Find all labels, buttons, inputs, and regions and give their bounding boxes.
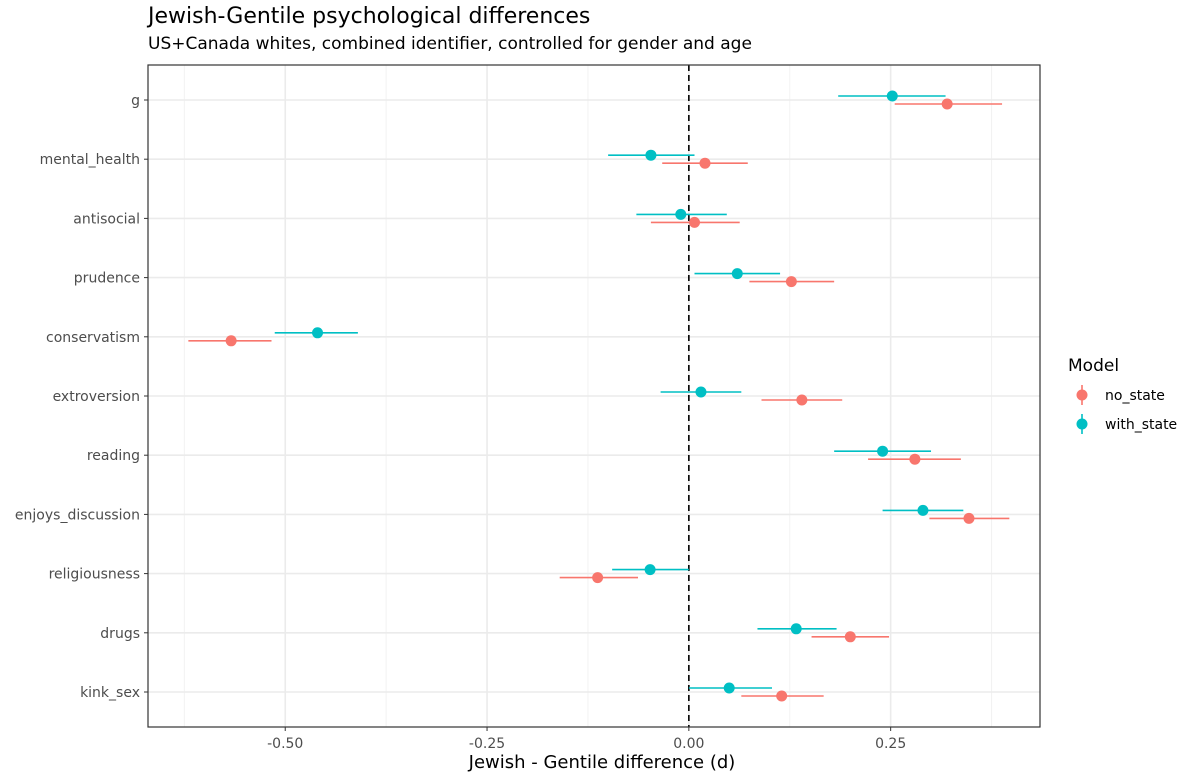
y-tick-label-drugs: drugs: [100, 626, 140, 642]
chart-title: Jewish-Gentile psychological differences: [148, 4, 591, 29]
x-tick-label: 0.00: [673, 736, 704, 752]
point-with_state-g: [886, 90, 898, 102]
y-tick-label-kink_sex: kink_sex: [80, 685, 140, 701]
point-no_state-religiousness: [592, 572, 604, 584]
x-tick-label: -0.25: [469, 736, 505, 752]
y-tick-label-mental_health: mental_health: [40, 152, 140, 168]
point-with_state-extroversion: [695, 386, 707, 398]
legend-key-point: [1076, 389, 1088, 401]
x-tick-label: -0.50: [267, 736, 303, 752]
point-with_state-prudence: [731, 268, 743, 280]
legend-key-point: [1076, 418, 1088, 430]
point-no_state-mental_health: [699, 157, 711, 169]
point-with_state-mental_health: [645, 149, 657, 161]
series-no_state: [188, 98, 1010, 702]
point-with_state-religiousness: [644, 564, 656, 576]
point-no_state-enjoys_discussion: [963, 512, 975, 524]
y-tick-label-antisocial: antisocial: [73, 211, 140, 227]
y-tick-label-religiousness: religiousness: [49, 567, 140, 583]
point-no_state-antisocial: [689, 216, 701, 228]
point-with_state-antisocial: [675, 208, 687, 220]
point-with_state-drugs: [790, 623, 802, 635]
point-with_state-reading: [877, 445, 889, 457]
legend-item-with_state: with_state: [1076, 414, 1177, 434]
chart-subtitle: US+Canada whites, combined identifier, c…: [148, 34, 752, 54]
y-tick-label-reading: reading: [87, 448, 140, 464]
point-no_state-kink_sex: [776, 690, 788, 702]
point-with_state-conservatism: [312, 327, 324, 339]
series-with_state: [274, 90, 964, 694]
point-no_state-reading: [909, 453, 921, 465]
y-tick-label-enjoys_discussion: enjoys_discussion: [15, 507, 140, 523]
point-no_state-extroversion: [796, 394, 808, 406]
y-tick-label-g: g: [131, 93, 140, 109]
point-with_state-kink_sex: [723, 682, 735, 694]
point-no_state-prudence: [785, 276, 797, 288]
legend-title: Model: [1068, 356, 1119, 376]
point-no_state-drugs: [844, 631, 856, 643]
legend-label-with_state: with_state: [1105, 417, 1177, 433]
x-tick-label: 0.25: [875, 736, 906, 752]
point-with_state-enjoys_discussion: [917, 504, 929, 516]
y-tick-label-extroversion: extroversion: [53, 389, 140, 405]
legend-label-no_state: no_state: [1105, 388, 1165, 404]
point-no_state-g: [941, 98, 953, 110]
x-axis-title: Jewish - Gentile difference (d): [468, 752, 736, 773]
point-no_state-conservatism: [225, 335, 237, 347]
y-tick-label-prudence: prudence: [74, 271, 140, 287]
legend-item-no_state: no_state: [1076, 385, 1165, 405]
y-tick-label-conservatism: conservatism: [46, 330, 140, 346]
